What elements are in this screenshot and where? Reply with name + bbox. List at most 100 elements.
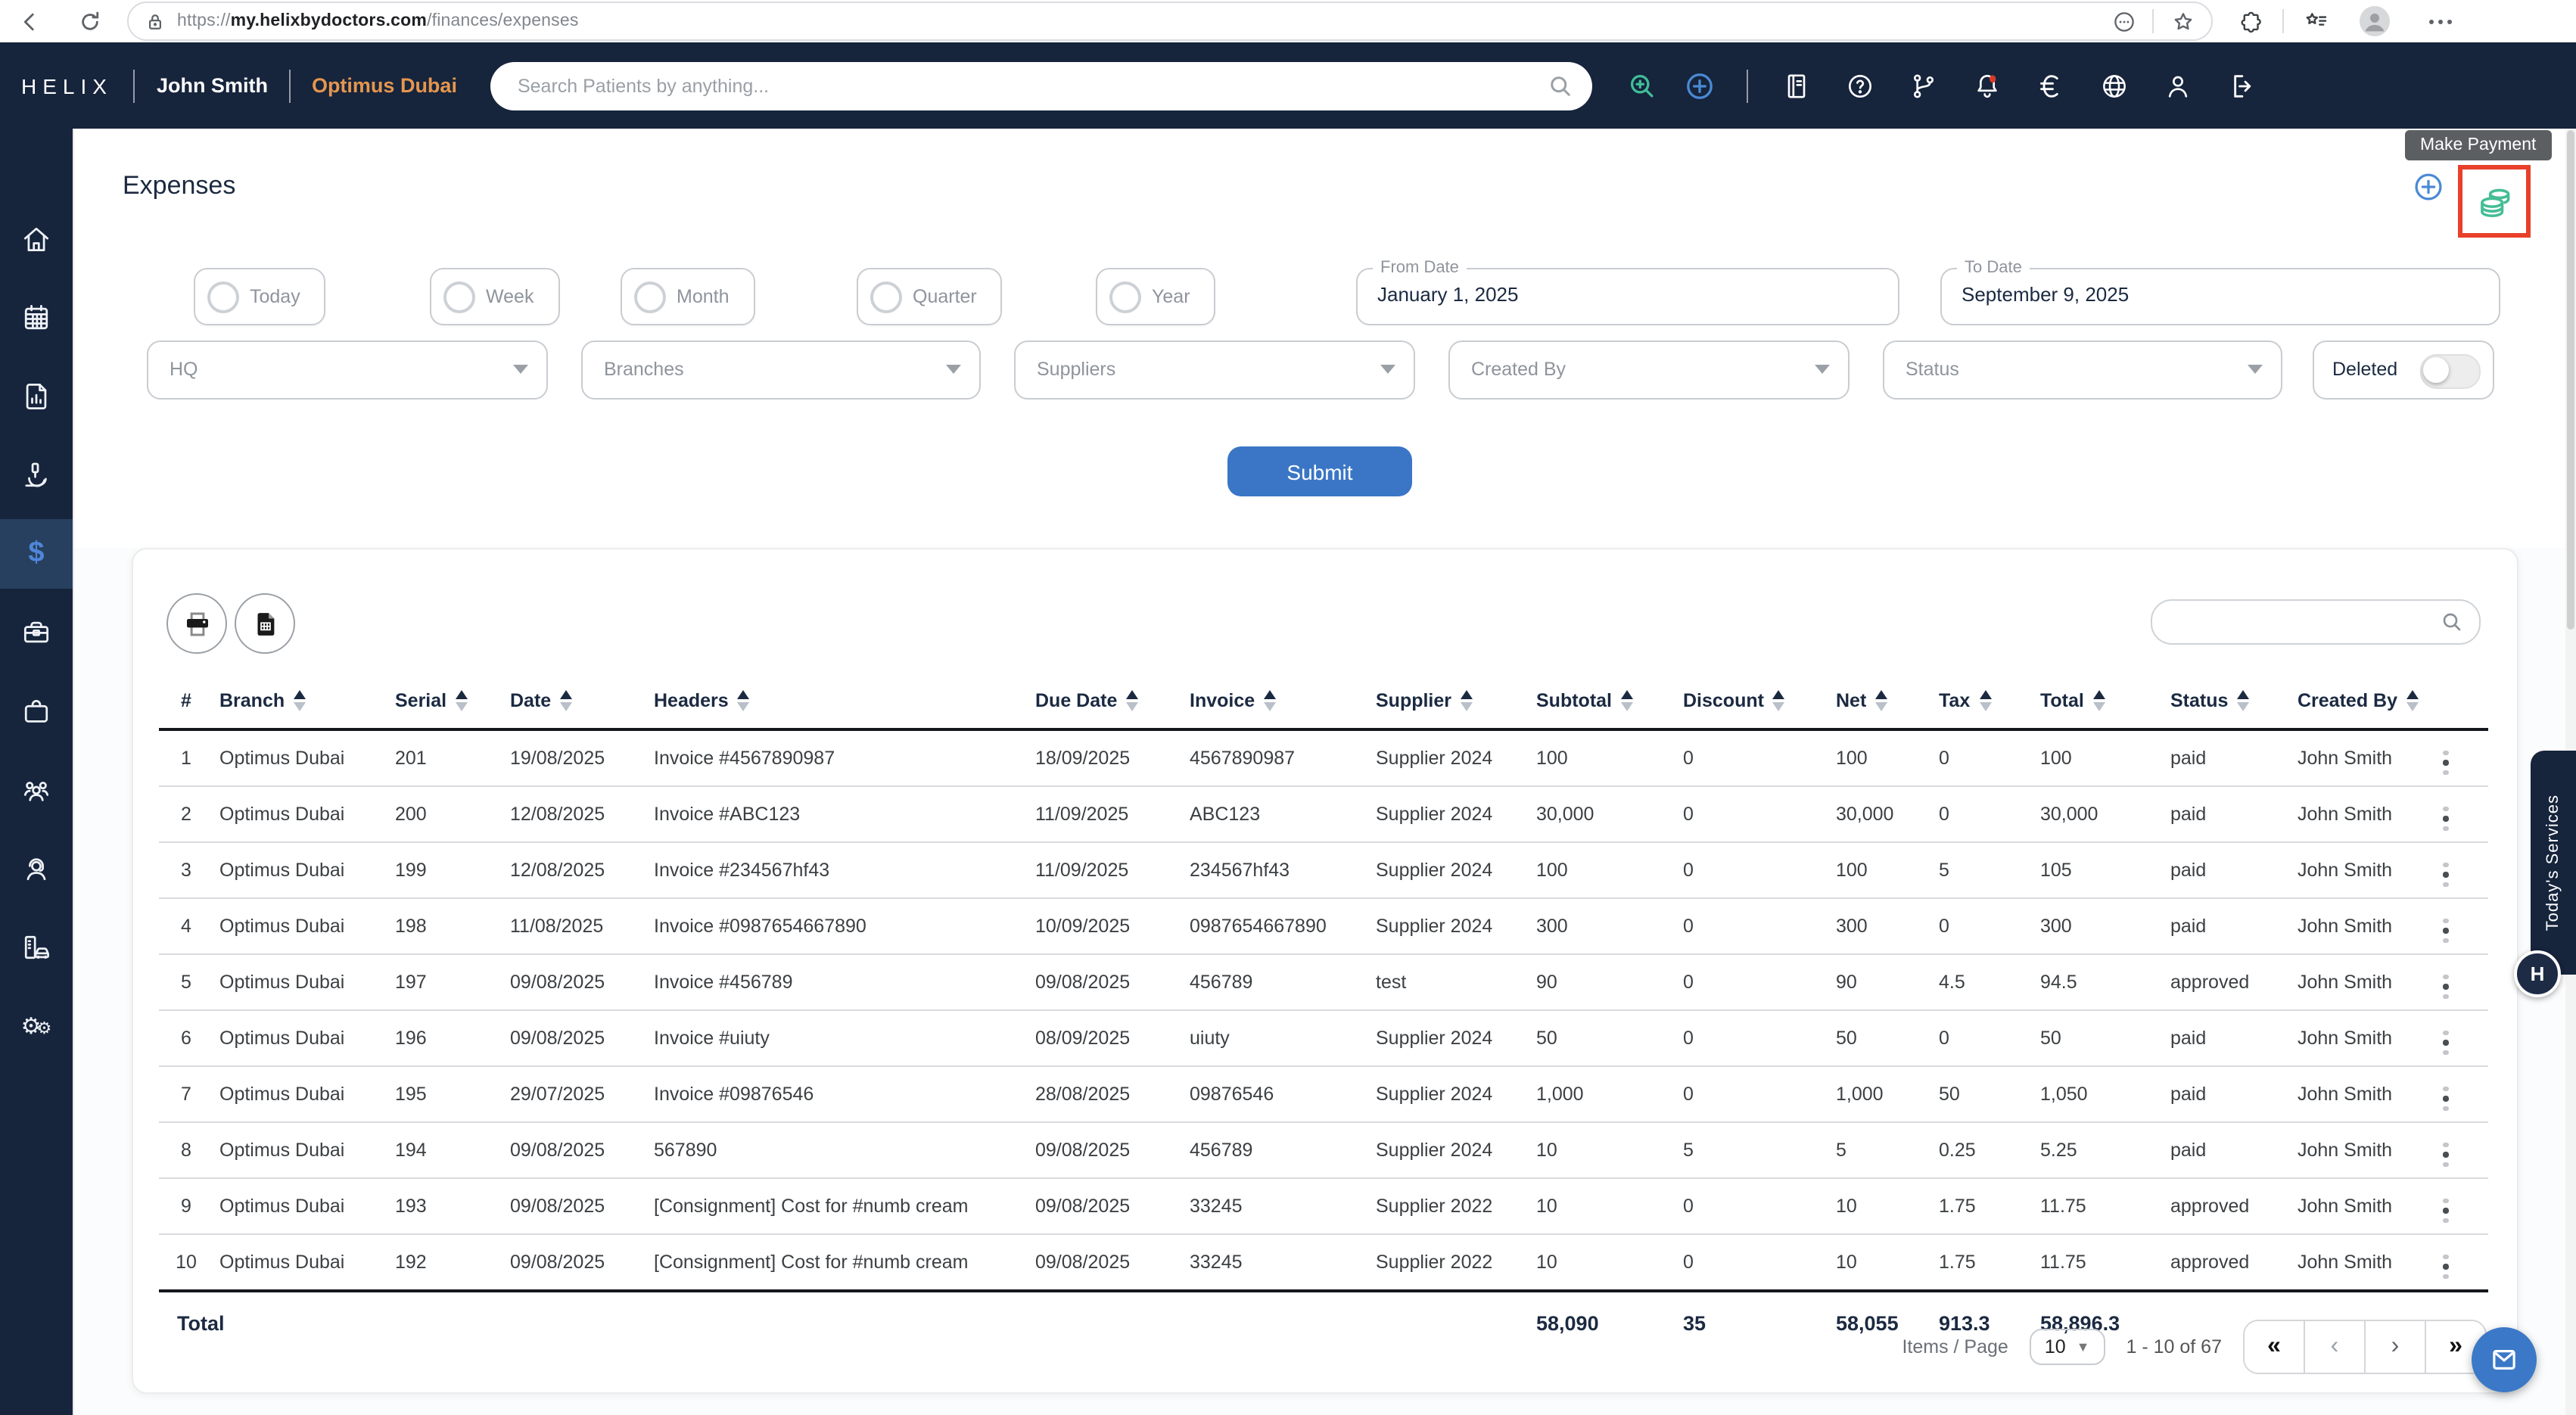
- column-header-invoice[interactable]: Invoice: [1184, 673, 1370, 729]
- sidebar-item-reports[interactable]: [0, 362, 73, 431]
- extensions-puzzle-icon[interactable]: [2231, 2, 2270, 41]
- table-row[interactable]: 5 Optimus Dubai 197 09/08/2025 Invoice #4567…: [159, 954, 2488, 1010]
- help-icon[interactable]: [1845, 70, 1875, 101]
- helix-logo-bubble[interactable]: H: [2514, 950, 2561, 997]
- quick-range-month[interactable]: Month: [621, 268, 755, 325]
- cell-subtotal: 100: [1536, 860, 1568, 881]
- table-row[interactable]: 6 Optimus Dubai 196 09/08/2025 Invoice #uiut…: [159, 1010, 2488, 1066]
- column-header-supplier[interactable]: Supplier: [1370, 673, 1530, 729]
- table-row[interactable]: 10 Optimus Dubai 192 09/08/2025 [Consignment…: [159, 1234, 2488, 1291]
- column-header-serial[interactable]: Serial: [389, 673, 504, 729]
- row-menu-icon[interactable]: [2434, 1139, 2457, 1170]
- sidebar-item-calendar[interactable]: [0, 283, 73, 353]
- column-header-discount[interactable]: Discount: [1677, 673, 1830, 729]
- sidebar-item-inventory[interactable]: [0, 598, 73, 667]
- quick-range-year[interactable]: Year: [1096, 268, 1216, 325]
- profile-avatar[interactable]: [2360, 6, 2390, 36]
- bookmark-star-icon[interactable]: [2163, 2, 2202, 41]
- branch-icon[interactable]: [1909, 70, 1939, 101]
- add-circle-icon[interactable]: [1683, 69, 1716, 102]
- euro-icon[interactable]: [2036, 70, 2066, 101]
- todays-services-tab[interactable]: Today's Services: [2531, 751, 2576, 975]
- sidebar-item-finances[interactable]: $: [0, 519, 73, 589]
- column-header-total[interactable]: Total: [2034, 673, 2164, 729]
- suppliers-dropdown[interactable]: Suppliers: [1014, 341, 1415, 400]
- sort-icon: [1875, 690, 1888, 712]
- table-row[interactable]: 1 Optimus Dubai 201 19/08/2025 Invoice #4567…: [159, 729, 2488, 786]
- column-header-branch[interactable]: Branch: [213, 673, 389, 729]
- row-menu-icon[interactable]: [2434, 915, 2457, 946]
- zoom-plus-icon[interactable]: [1626, 69, 1659, 102]
- row-menu-icon[interactable]: [2434, 1027, 2457, 1058]
- add-expense-icon[interactable]: [2411, 169, 2446, 204]
- current-user[interactable]: John Smith: [156, 74, 268, 97]
- search-icon[interactable]: [1547, 72, 1574, 99]
- export-excel-button[interactable]: [235, 593, 295, 654]
- user-icon[interactable]: [2163, 70, 2193, 101]
- quick-range-today[interactable]: Today: [194, 268, 326, 325]
- row-menu-icon[interactable]: [2434, 803, 2457, 834]
- quick-range-quarter[interactable]: Quarter: [857, 268, 1003, 325]
- column-header-net[interactable]: Net: [1830, 673, 1933, 729]
- table-row[interactable]: 7 Optimus Dubai 195 29/07/2025 Invoice #0987…: [159, 1066, 2488, 1122]
- branches-dropdown[interactable]: Branches: [581, 341, 981, 400]
- table-search[interactable]: [2151, 599, 2481, 645]
- to-date-field[interactable]: To Date September 9, 2025: [1940, 259, 2500, 325]
- logout-icon[interactable]: [2226, 70, 2257, 101]
- reload-icon[interactable]: [70, 2, 109, 41]
- sidebar-item-services[interactable]: [0, 676, 73, 746]
- row-menu-icon[interactable]: [2434, 1251, 2457, 1282]
- sidebar-item-support[interactable]: [0, 834, 73, 903]
- column-header-tax[interactable]: Tax: [1933, 673, 2034, 729]
- make-payment-button[interactable]: [2458, 165, 2531, 238]
- row-menu-icon[interactable]: [2434, 1195, 2457, 1226]
- column-header-status[interactable]: Status: [2164, 673, 2291, 729]
- quick-range-week[interactable]: Week: [430, 268, 560, 325]
- current-clinic[interactable]: Optimus Dubai: [311, 74, 457, 97]
- sidebar-item-settings[interactable]: ⚙⚙: [0, 991, 73, 1061]
- column-header-created-by[interactable]: Created By: [2291, 673, 2428, 729]
- column-header-subtotal[interactable]: Subtotal: [1530, 673, 1677, 729]
- cell-total: 11.75: [2040, 1252, 2086, 1273]
- address-bar[interactable]: https://my.helixbydoctors.com/finances/e…: [127, 2, 2213, 41]
- library-icon[interactable]: [1781, 70, 1812, 101]
- globe-icon[interactable]: [2099, 70, 2130, 101]
- table-search-input[interactable]: [2167, 610, 2440, 634]
- status-dropdown[interactable]: Status: [1883, 341, 2282, 400]
- first-page-button[interactable]: «: [2245, 1321, 2304, 1373]
- sidebar-item-assets[interactable]: [0, 913, 73, 982]
- favorites-list-icon[interactable]: [2296, 2, 2335, 41]
- next-page-button[interactable]: ›: [2364, 1321, 2425, 1373]
- row-menu-icon[interactable]: [2434, 747, 2457, 778]
- submit-button[interactable]: Submit: [1227, 446, 1412, 496]
- print-button[interactable]: [166, 593, 227, 654]
- table-row[interactable]: 4 Optimus Dubai 198 11/08/2025 Invoice #0987…: [159, 898, 2488, 954]
- sidebar-item-staff[interactable]: [0, 755, 73, 825]
- sidebar-item-lab[interactable]: [0, 440, 73, 510]
- ellipsis-circle-icon[interactable]: [2104, 2, 2143, 41]
- notifications-icon[interactable]: [1972, 70, 2002, 101]
- row-menu-icon[interactable]: [2434, 971, 2457, 1002]
- scrollbar-thumb[interactable]: [2567, 130, 2574, 630]
- page-size-select[interactable]: 10 ▼: [2029, 1329, 2105, 1365]
- prev-page-button[interactable]: ‹: [2304, 1321, 2364, 1373]
- created-by-dropdown[interactable]: Created By: [1448, 341, 1850, 400]
- patient-search[interactable]: [490, 61, 1592, 110]
- from-date-field[interactable]: From Date January 1, 2025: [1356, 259, 1899, 325]
- back-icon[interactable]: [9, 2, 48, 41]
- row-menu-icon[interactable]: [2434, 859, 2457, 890]
- table-row[interactable]: 9 Optimus Dubai 193 09/08/2025 [Consignment]…: [159, 1178, 2488, 1234]
- sidebar-item-home[interactable]: [0, 204, 73, 274]
- column-header-headers[interactable]: Headers: [648, 673, 1029, 729]
- more-dots-icon[interactable]: [2420, 2, 2459, 41]
- column-header-date[interactable]: Date: [504, 673, 648, 729]
- column-header-due-date[interactable]: Due Date: [1029, 673, 1184, 729]
- row-menu-icon[interactable]: [2434, 1083, 2457, 1114]
- patient-search-input[interactable]: [514, 73, 1547, 98]
- messages-fab[interactable]: [2472, 1327, 2537, 1392]
- table-row[interactable]: 3 Optimus Dubai 199 12/08/2025 Invoice #2345…: [159, 842, 2488, 898]
- table-row[interactable]: 8 Optimus Dubai 194 09/08/2025 567890 09/08/2…: [159, 1122, 2488, 1178]
- hq-dropdown[interactable]: HQ: [147, 341, 548, 400]
- table-row[interactable]: 2 Optimus Dubai 200 12/08/2025 Invoice #ABC1…: [159, 786, 2488, 842]
- deleted-toggle[interactable]: [2420, 354, 2481, 389]
